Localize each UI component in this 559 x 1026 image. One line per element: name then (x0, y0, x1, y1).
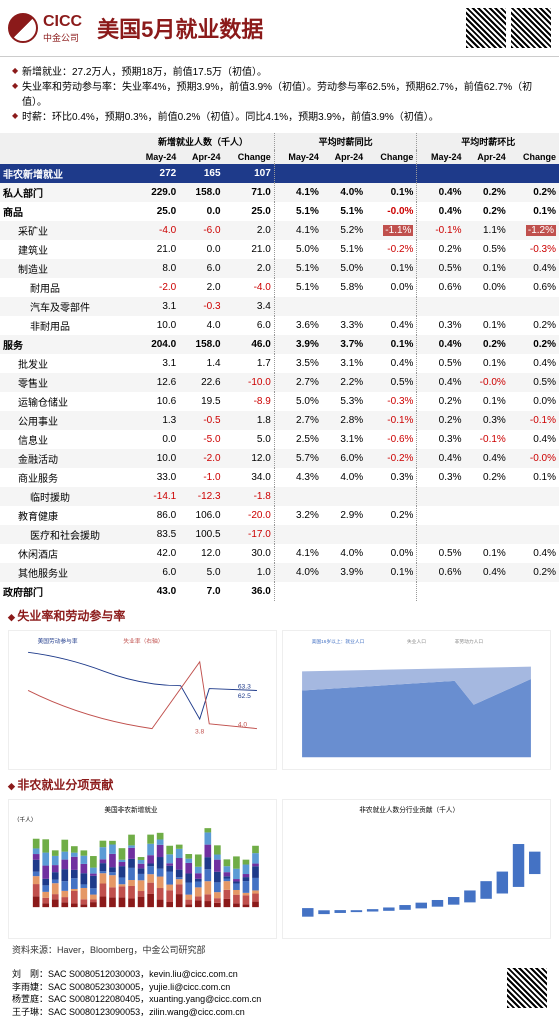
logo-main: CICC (43, 13, 82, 31)
svg-text:（千人）: （千人） (14, 815, 37, 823)
table-row: 休闲酒店42.012.030.04.1%4.0%0.0%0.5%0.1%0.4% (0, 544, 559, 563)
table-row: 制造业8.06.02.05.1%5.0%0.1%0.5%0.1%0.4% (0, 259, 559, 278)
analyst: 李雨婕：SAC S0080523030005，yujie.li@cicc.com… (12, 981, 502, 994)
analyst-list: 刘 刚：SAC S0080512030003，kevin.liu@cicc.co… (12, 968, 502, 1018)
bullet-item: 新增就业：27.2万人，预期18万，前值17.5万（初值）。 (12, 65, 547, 80)
table-row: 建筑业21.00.021.05.0%5.1%-0.2%0.2%0.5%-0.3% (0, 240, 559, 259)
analyst: 杨萱庭：SAC S0080122080405，xuanting.yang@cic… (12, 993, 502, 1006)
svg-text:62.5: 62.5 (238, 693, 251, 700)
table-row: 商品25.00.025.05.1%5.1%-0.0%0.4%0.2%0.1% (0, 202, 559, 221)
svg-text:美国劳动参与率: 美国劳动参与率 (38, 637, 78, 645)
chart-contribution-stacked: 美国非农新增就业 （千人） (8, 799, 277, 939)
table-header-row: 非农新增就业272165107 (0, 164, 559, 183)
analyst: 王子琳：SAC S0080123090053，zilin.wang@cicc.c… (12, 1006, 502, 1019)
bullet-item: 时薪：环比0.4%，预期0.3%，前值0.2%（初值）。同比4.1%，预期3.9… (12, 110, 547, 125)
qr-code-icon (507, 968, 547, 1008)
table-row: 服务204.0158.046.03.9%3.7%0.1%0.4%0.2%0.2% (0, 335, 559, 354)
table-row: 零售业12.622.6-10.02.7%2.2%0.5%0.4%-0.0%0.5… (0, 373, 559, 392)
svg-text:非农就业人数分行业贡献（千人）: 非农就业人数分行业贡献（千人） (359, 805, 459, 814)
chart-labor-force: 美国16岁以上：就业人口 失业人口 非劳动力人口 (282, 630, 551, 770)
source-text: 资料来源：Haver，Bloomberg，中金公司研究部 (0, 939, 559, 960)
svg-text:美国非农新增就业: 美国非农新增就业 (104, 805, 158, 814)
table-row: 医疗和社会援助83.5100.5-17.0 (0, 525, 559, 544)
logo-text-block: CICC 中金公司 (43, 13, 82, 44)
table-row: 公用事业1.3-0.51.82.7%2.8%-0.1%0.2%0.3%-0.1% (0, 411, 559, 430)
qr-code-icon (466, 8, 506, 48)
analyst: 刘 刚：SAC S0080512030003，kevin.liu@cicc.co… (12, 968, 502, 981)
qr-code-icon (511, 8, 551, 48)
table-row: 金融活动10.0-2.012.05.7%6.0%-0.2%0.4%0.4%-0.… (0, 449, 559, 468)
logo-icon (8, 13, 38, 43)
chart-contribution-waterfall: 非农就业人数分行业贡献（千人） (282, 799, 551, 939)
table-row: 其他服务业6.05.01.04.0%3.9%0.1%0.6%0.4%0.2% (0, 563, 559, 582)
table-row: 教育健康86.0106.0-20.03.2%2.9%0.2% (0, 506, 559, 525)
table-row: 汽车及零部件3.1-0.33.4 (0, 297, 559, 316)
svg-text:非劳动力人口: 非劳动力人口 (455, 638, 484, 645)
table-row: 临时援助-14.1-12.3-1.8 (0, 487, 559, 506)
table-body: 私人部门229.0158.071.04.1%4.0%0.1%0.4%0.2%0.… (0, 183, 559, 601)
bullet-item: 失业率和劳动参与率：失业率4%，预期3.9%，前值3.9%（初值）。劳动参与率6… (12, 80, 547, 110)
section-title: 失业率和劳动参与率 (0, 601, 559, 630)
table-col-subs: May-24Apr-24ChangeMay-24Apr-24ChangeMay-… (0, 150, 559, 164)
data-table: 新增就业人数（千人） 平均时薪同比 平均时薪环比 May-24Apr-24Cha… (0, 133, 559, 601)
summary-bullets: 新增就业：27.2万人，预期18万，前值17.5万（初值）。 失业率和劳动参与率… (0, 57, 559, 133)
table-row: 私人部门229.0158.071.04.1%4.0%0.1%0.4%0.2%0.… (0, 183, 559, 202)
table-row: 非耐用品10.04.06.03.6%3.3%0.4%0.3%0.1%0.2% (0, 316, 559, 335)
table-row: 耐用品-2.02.0-4.05.1%5.8%0.0%0.6%0.0%0.6% (0, 278, 559, 297)
svg-text:美国16岁以上：就业人口: 美国16岁以上：就业人口 (312, 638, 365, 645)
table-row: 批发业3.11.41.73.5%3.1%0.4%0.5%0.1%0.4% (0, 354, 559, 373)
page-title: 美国5月就业数据 (97, 12, 461, 44)
table-row: 信息业0.0-5.05.02.5%3.1%-0.6%0.3%-0.1%0.4% (0, 430, 559, 449)
header: CICC 中金公司 美国5月就业数据 (0, 0, 559, 57)
table-row: 商业服务33.0-1.034.04.3%4.0%0.3%0.3%0.2%0.1% (0, 468, 559, 487)
table-row: 运输仓储业10.619.5-8.95.0%5.3%-0.3%0.2%0.1%0.… (0, 392, 559, 411)
table-row: 采矿业-4.0-6.02.04.1%5.2%-1.1%-0.1%1.1%-1.2… (0, 221, 559, 240)
table-col-groups: 新增就业人数（千人） 平均时薪同比 平均时薪环比 (0, 133, 559, 150)
svg-text:4.0: 4.0 (238, 722, 248, 729)
footer: 刘 刚：SAC S0080512030003，kevin.liu@cicc.co… (0, 960, 559, 1026)
chart-unemployment: 美国劳动参与率 失业率（右轴） 63.3 62.5 4.0 3.8 (8, 630, 277, 770)
svg-text:失业人口: 失业人口 (407, 638, 426, 645)
section-title: 非农就业分项贡献 (0, 770, 559, 799)
svg-text:失业率（右轴）: 失业率（右轴） (123, 637, 163, 645)
table-row: 政府部门43.07.036.0 (0, 582, 559, 601)
svg-text:63.3: 63.3 (238, 684, 251, 691)
svg-text:3.8: 3.8 (195, 728, 205, 735)
logo-sub: 中金公司 (43, 31, 82, 44)
